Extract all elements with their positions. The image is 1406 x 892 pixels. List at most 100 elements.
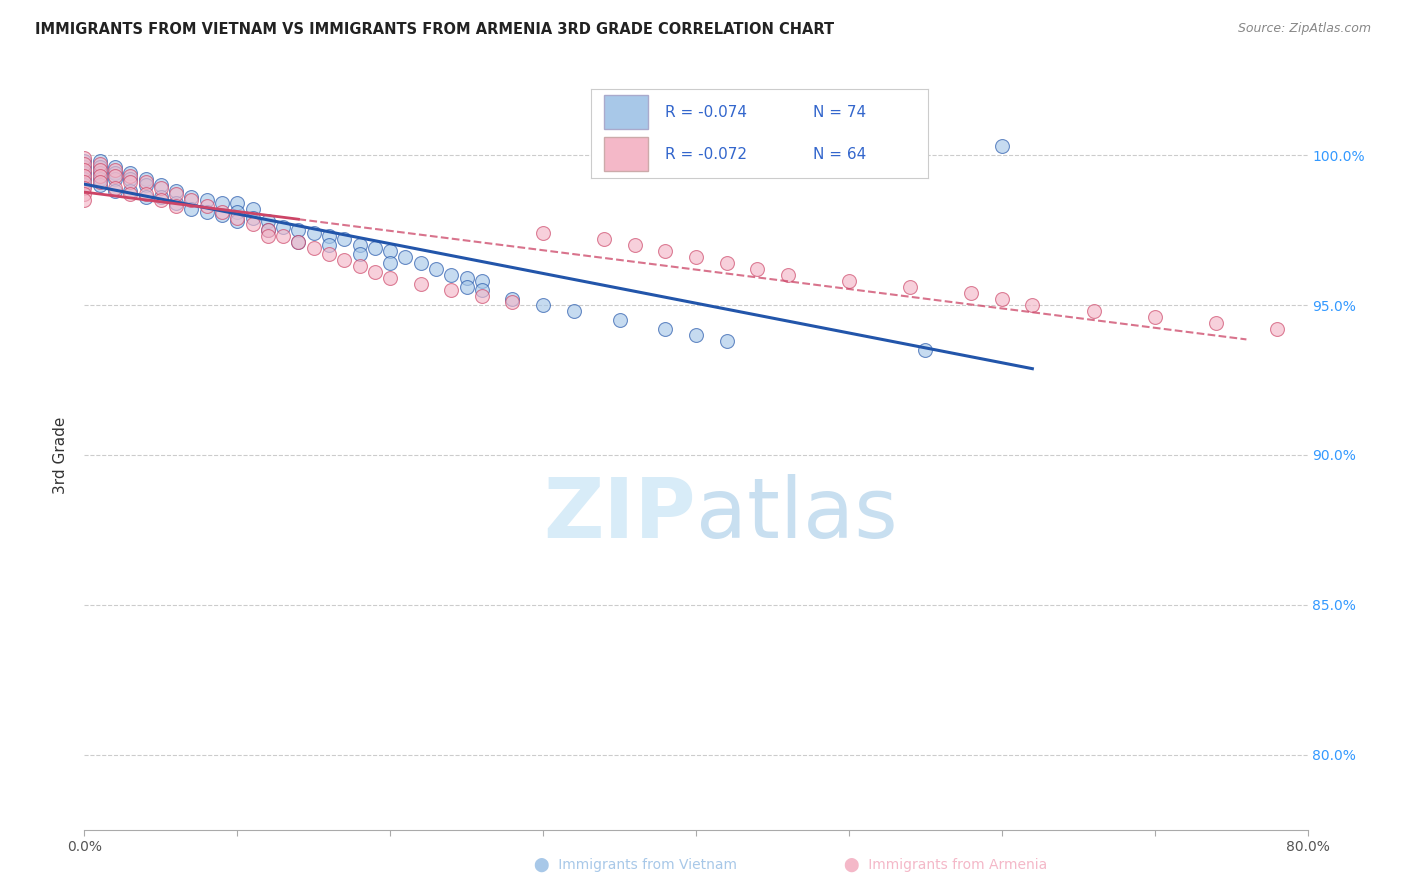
Point [609,313,631,327]
Point [226,205,249,219]
Point [73,178,96,193]
Point [471,283,494,297]
Point [120,172,142,186]
Point [226,211,249,226]
Point [685,328,707,343]
Point [104,172,127,186]
Point [991,139,1014,153]
Point [960,286,983,301]
Point [685,250,707,264]
Point [409,277,432,291]
Point [654,322,676,336]
Point [380,244,402,259]
Point [149,190,172,204]
Point [104,160,127,174]
Point [211,205,233,219]
Point [165,196,187,211]
Point [104,169,127,184]
Point [73,163,96,178]
Point [73,157,96,171]
Point [73,187,96,202]
Point [914,343,936,357]
Point [349,259,371,273]
Point [257,229,280,244]
Point [898,280,921,294]
Point [104,181,127,195]
Point [89,163,111,178]
Point [73,172,96,186]
Point [287,235,309,249]
Point [1143,310,1166,324]
Point [73,169,96,184]
Point [226,214,249,228]
Point [180,193,202,207]
FancyBboxPatch shape [605,95,648,129]
Point [302,241,325,255]
Point [471,289,494,303]
Text: N = 74: N = 74 [813,105,866,120]
Point [149,178,172,193]
Point [242,217,264,231]
Point [89,178,111,193]
Point [502,292,524,306]
Text: IMMIGRANTS FROM VIETNAM VS IMMIGRANTS FROM ARMENIA 3RD GRADE CORRELATION CHART: IMMIGRANTS FROM VIETNAM VS IMMIGRANTS FR… [35,22,834,37]
Point [838,274,860,288]
Point [1083,304,1105,318]
Point [135,190,157,204]
Point [1205,316,1227,330]
Point [135,187,157,202]
Point [531,298,554,312]
Point [195,205,218,219]
Point [364,265,387,279]
Point [165,184,187,198]
Point [318,247,340,261]
Point [120,187,142,202]
Point [440,283,463,297]
Point [73,154,96,169]
Point [991,292,1014,306]
Text: Source: ZipAtlas.com: Source: ZipAtlas.com [1237,22,1371,36]
Y-axis label: 3rd Grade: 3rd Grade [53,417,69,493]
Point [471,274,494,288]
Point [242,202,264,216]
Point [318,229,340,244]
Text: R = -0.074: R = -0.074 [665,105,747,120]
Point [456,280,478,294]
Point [624,238,647,252]
Point [257,223,280,237]
Point [242,211,264,226]
Point [380,256,402,270]
Point [257,223,280,237]
Point [394,250,416,264]
Text: ZIP: ZIP [544,475,696,556]
Text: ⬤  Immigrants from Vietnam: ⬤ Immigrants from Vietnam [534,858,737,872]
Point [195,193,218,207]
Point [180,202,202,216]
Point [271,220,294,235]
Text: R = -0.072: R = -0.072 [665,147,747,161]
Point [318,238,340,252]
Point [104,163,127,178]
Point [425,262,447,277]
Point [409,256,432,270]
Point [165,187,187,202]
Point [180,190,202,204]
Point [380,271,402,285]
Point [1265,322,1288,336]
Point [456,271,478,285]
Point [89,157,111,171]
Point [287,235,309,249]
Point [195,199,218,213]
Point [716,334,738,348]
Point [89,175,111,189]
Point [89,172,111,186]
Point [1021,298,1043,312]
Point [562,304,585,318]
Point [73,160,96,174]
Point [120,175,142,189]
Point [716,256,738,270]
Point [89,154,111,169]
Point [73,175,96,189]
Point [89,166,111,180]
Point [440,268,463,282]
